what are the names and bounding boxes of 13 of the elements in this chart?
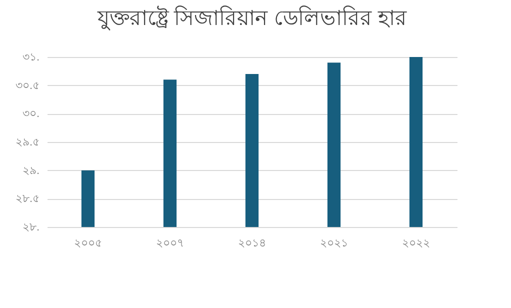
x-tick-label: ২০২২ [402, 238, 430, 250]
y-tick-label: ২৯. [22, 164, 40, 177]
y-tick-label: ৩১. [22, 52, 40, 64]
x-tick-label: ২০১৪ [238, 238, 266, 250]
y-tick-label: ২৮.৫ [15, 193, 40, 206]
x-tick-label: ২০০৫ [74, 238, 102, 250]
y-tick-label: ২৮. [22, 222, 40, 234]
y-tick-label: ২৯.৫ [15, 136, 40, 148]
chart-title: যুক্তরাষ্ট্রে সিজারিয়ান ডেলিভারির হার [96, 6, 407, 30]
y-tick-label: ৩০. [22, 108, 40, 120]
x-tick-label: ২০২১ [320, 238, 348, 250]
x-tick-label: ২০০৭ [156, 238, 184, 250]
y-tick-label: ৩০.৫ [15, 80, 40, 92]
